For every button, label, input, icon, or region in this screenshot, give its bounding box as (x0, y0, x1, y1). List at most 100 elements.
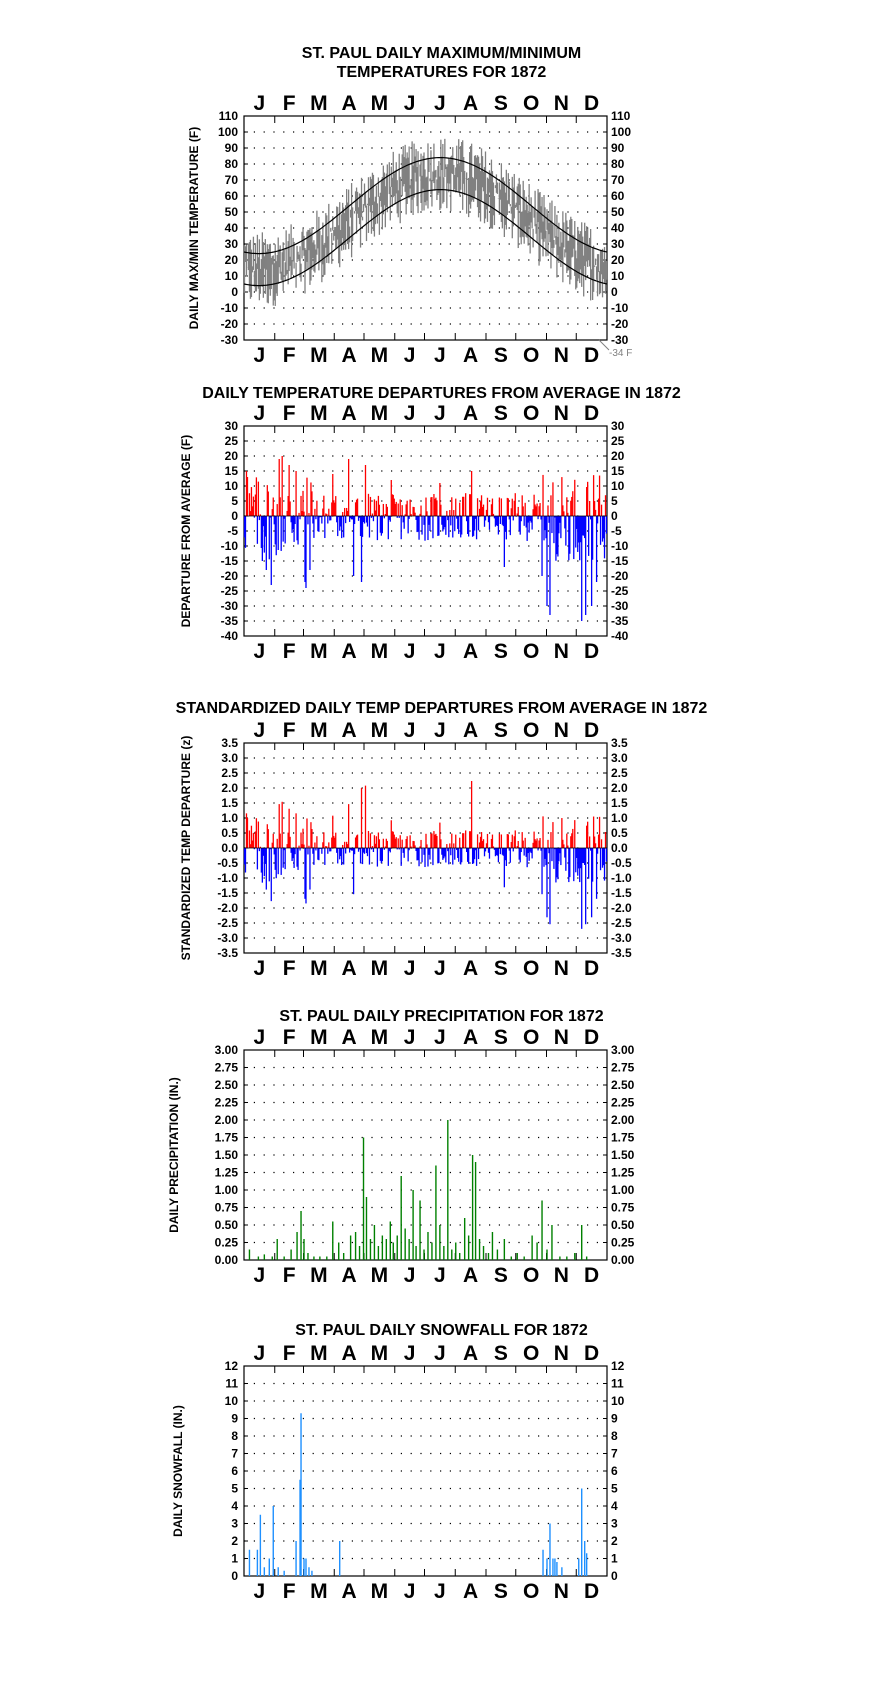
dep-month-label-top: N (554, 404, 569, 425)
dep-ytick-label-right: 30 (611, 419, 625, 433)
dep-month-label-bottom: S (494, 640, 508, 663)
snow-month-label-top: J (434, 1342, 446, 1365)
dep-ytick-label-right: -30 (611, 599, 629, 613)
std-ytick-label-right: -3.0 (611, 931, 632, 945)
precip-ytick-label-left: 0.75 (215, 1201, 239, 1215)
snow-ytick-label-left: 5 (231, 1482, 238, 1496)
temp-month-label-top: N (554, 92, 569, 115)
precip-month-label-bottom: N (554, 1264, 569, 1287)
temp-ytick-label-left: 20 (225, 253, 239, 267)
dep-ytick-label-right: -20 (611, 569, 629, 583)
dep-month-label-bottom: M (310, 640, 328, 663)
dep-ytick-label-left: -20 (221, 569, 239, 583)
temp-month-label-top: M (310, 92, 328, 115)
temp-ytick-label-left: 30 (225, 237, 239, 251)
dep-month-label-bottom: J (434, 640, 446, 663)
snow-month-label-bottom: O (523, 1580, 539, 1603)
snow-ytick-label-left: 4 (231, 1499, 238, 1513)
snow-ytick-label-right: 11 (611, 1377, 624, 1391)
std-month-label-bottom: F (283, 957, 296, 980)
temp-ytick-label-right: 20 (611, 253, 625, 267)
precip-ytick-label-right: 2.50 (611, 1078, 635, 1092)
dep-ytick-label-right: 25 (611, 434, 625, 448)
precip-month-label-bottom: J (434, 1264, 446, 1287)
snow-ytick-label-right: 5 (611, 1482, 618, 1496)
precip-ytick-label-left: 1.25 (215, 1166, 239, 1180)
precip-ytick-label-left: 1.00 (215, 1183, 239, 1197)
temp-month-label-bottom: D (584, 344, 599, 367)
std-ytick-label-left: 2.0 (221, 781, 238, 795)
snow-ytick-label-right: 12 (611, 1359, 625, 1373)
snow-month-label-top: O (523, 1342, 539, 1365)
std-ytick-label-left: -0.5 (217, 856, 238, 870)
precip-ytick-label-left: 1.50 (215, 1148, 239, 1162)
dep-ytick-label-right: -40 (611, 629, 629, 643)
std-month-label-top: N (554, 719, 569, 742)
dep-ytick-label-right: 15 (611, 464, 625, 478)
dep-month-label-bottom: N (554, 640, 569, 663)
dep-ytick-label-left: 0 (231, 509, 238, 523)
dep-ytick-label-left: -25 (221, 584, 239, 598)
dep-ytick-label-right: 5 (611, 494, 618, 508)
snow-month-label-bottom: D (584, 1580, 599, 1603)
std-ytick-label-right: -1.5 (611, 886, 632, 900)
std-ytick-label-left: -1.5 (217, 886, 238, 900)
dep-month-label-bottom: M (371, 640, 389, 663)
dep-ytick-label-right: -5 (611, 524, 622, 538)
snow-ytick-label-left: 7 (231, 1447, 238, 1461)
snow-ytick-label-left: 8 (231, 1429, 238, 1443)
dep-ytick-label-left: -30 (221, 599, 239, 613)
std-ytick-label-right: -2.0 (611, 901, 632, 915)
dep-month-label-top: J (434, 404, 446, 425)
std-ytick-label-left: 3.0 (221, 751, 238, 765)
dep-month-label-bottom: J (254, 640, 266, 663)
std-month-label-top: M (310, 719, 328, 742)
dep-ytick-label-right: 20 (611, 449, 625, 463)
temp-ytick-label-right: -20 (611, 317, 629, 331)
dep-month-label-bottom: F (283, 640, 296, 663)
temp-month-label-top: A (342, 92, 357, 115)
temp-ytick-label-left: 70 (225, 173, 239, 187)
snow-month-label-top: A (463, 1342, 478, 1365)
std-ytick-label-left: -3.5 (217, 946, 238, 960)
temp-month-label-bottom: A (342, 344, 357, 367)
precip-month-label-top: N (554, 1028, 569, 1049)
precip-ytick-label-right: 0.25 (611, 1236, 635, 1250)
std-y-axis-title: STANDARDIZED TEMP DEPARTURE (z) (179, 736, 193, 961)
std-ytick-label-right: 0.5 (611, 826, 628, 840)
precip-month-label-bottom: A (463, 1264, 478, 1287)
snow-ytick-label-right: 0 (611, 1569, 618, 1583)
snow-ytick-label-right: 9 (611, 1412, 618, 1426)
std-ytick-label-right: 3.0 (611, 751, 628, 765)
dep-ytick-label-left: 10 (225, 479, 239, 493)
temp-ytick-label-right: 50 (611, 205, 625, 219)
std-month-label-top: F (283, 719, 296, 742)
temp-ytick-label-right: 0 (611, 285, 618, 299)
snowfall-chart-title: ST. PAUL DAILY SNOWFALL FOR 1872 (295, 1322, 588, 1339)
temp-ytick-label-right: 110 (611, 109, 631, 123)
std-ytick-label-left: -1.0 (217, 871, 238, 885)
precip-ytick-label-right: 1.00 (611, 1183, 635, 1197)
precip-month-label-bottom: J (254, 1264, 266, 1287)
precip-ytick-label-left: 1.75 (215, 1131, 239, 1145)
temp-ytick-label-left: -30 (221, 333, 239, 347)
precip-month-label-top: J (254, 1028, 266, 1049)
snow-ytick-label-right: 7 (611, 1447, 618, 1461)
snow-month-label-bottom: S (494, 1580, 508, 1603)
std-month-label-bottom: D (584, 957, 599, 980)
std-month-label-bottom: M (310, 957, 328, 980)
precip-month-label-top: J (404, 1028, 416, 1049)
snow-month-label-bottom: J (254, 1580, 266, 1603)
dep-ytick-label-left: 20 (225, 449, 239, 463)
snow-month-label-top: S (494, 1342, 508, 1365)
dep-ytick-label-left: -10 (221, 539, 239, 553)
temperature-chart-title-line-1: ST. PAUL DAILY MAXIMUM/MINIMUM (301, 45, 582, 62)
precip-ytick-label-left: 0.50 (215, 1218, 239, 1232)
snow-month-label-bottom: F (283, 1580, 296, 1603)
precip-month-label-top: F (283, 1028, 296, 1049)
dep-ytick-label-right: 10 (611, 479, 625, 493)
std-ytick-label-left: 2.5 (221, 766, 238, 780)
std-ytick-label-left: 1.5 (221, 796, 238, 810)
precip-ytick-label-left: 2.00 (215, 1113, 239, 1127)
